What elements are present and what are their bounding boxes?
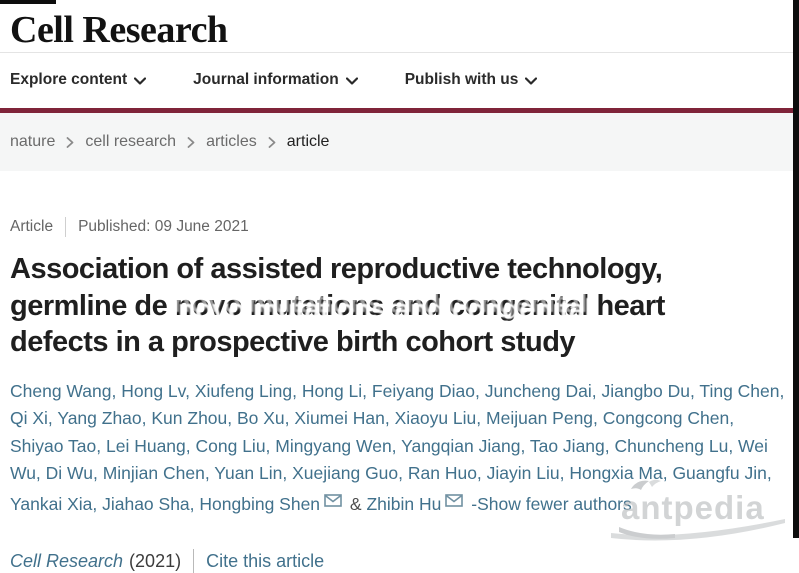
nav-item-publish-with-us[interactable]: Publish with us [405, 70, 538, 90]
author-names-links[interactable]: Cheng Wang, Hong Lv, Xiufeng Ling, Hong … [10, 380, 785, 514]
article-meta: Article Published: 09 June 2021 [10, 217, 789, 237]
breadcrumb-item-cell-research[interactable]: cell research [85, 133, 177, 150]
breadcrumb-item-article-current: article [286, 133, 330, 150]
cite-this-article-link[interactable]: Cite this article [206, 550, 325, 571]
nav-item-journal-information[interactable]: Journal information [193, 70, 358, 90]
nav-label: Journal information [193, 71, 339, 88]
breadcrumb-band: nature cell research articles article [0, 113, 799, 171]
chevron-right-icon [187, 137, 195, 148]
chevron-down-icon [345, 77, 358, 85]
chevron-right-icon [268, 137, 276, 148]
show-fewer-authors-button[interactable]: -Show fewer authors [471, 493, 632, 514]
chevron-right-icon [66, 137, 74, 148]
breadcrumb: nature cell research articles article [10, 133, 329, 151]
screenshot-top-edge-artifact [0, 0, 56, 4]
email-envelope-icon[interactable] [324, 488, 342, 516]
author-list: Cheng Wang, Hong Lv, Xiufeng Ling, Hong … [10, 378, 788, 519]
title-line-1: Association of assisted reproductive tec… [10, 253, 663, 285]
journal-logo[interactable]: Cell Research [10, 9, 228, 51]
article-type-label: Article [10, 218, 54, 235]
nav-item-explore-content[interactable]: Explore content [10, 70, 147, 90]
article-title: Association of assisted reproductive tec… [10, 251, 789, 361]
breadcrumb-item-nature[interactable]: nature [10, 133, 56, 150]
title-line-2: germline de novo mutations and congenita… [10, 287, 789, 326]
breadcrumb-item-articles[interactable]: articles [206, 133, 257, 150]
brand-accent-rule [0, 108, 799, 113]
title-glitch-segment: novo mutations and congenital novo mutati… [173, 287, 593, 326]
nav-label: Explore content [10, 71, 128, 88]
screenshot-right-edge-artifact [793, 0, 799, 538]
authors-ampersand: & [349, 493, 362, 514]
email-envelope-icon[interactable] [445, 488, 464, 516]
masthead-row: Cell Research [0, 0, 799, 53]
citation-year: (2021) [129, 550, 182, 571]
published-date: Published: 09 June 2021 [78, 218, 249, 235]
chevron-down-icon [134, 77, 147, 85]
nav-label: Publish with us [404, 71, 519, 88]
citation-line: Cell Research (2021) Cite this article [10, 549, 789, 573]
journal-name-link[interactable]: Cell Research [10, 550, 124, 571]
title-line-3: defects in a prospective birth cohort st… [10, 326, 576, 358]
masthead: Cell Research Explore content Journal in… [0, 0, 799, 113]
author-link-zhibin-hu[interactable]: Zhibin Hu [366, 493, 442, 514]
title-line-2-pre: germline de [10, 289, 175, 322]
title-glitch-text: novo mutations and congenital [174, 289, 590, 322]
article-main: Article Published: 09 June 2021 Associat… [0, 217, 799, 573]
citation-divider [193, 549, 195, 573]
title-line-2-post: heart [588, 289, 665, 322]
chevron-down-icon [525, 77, 538, 85]
meta-divider [65, 217, 67, 237]
main-nav: Explore content Journal information Publ… [0, 53, 799, 108]
